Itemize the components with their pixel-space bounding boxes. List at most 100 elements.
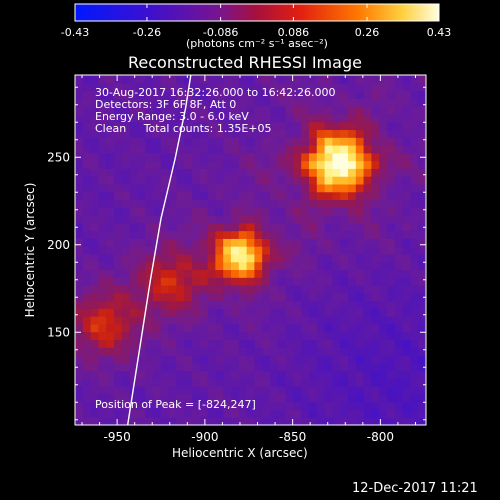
heatmap-cell [145, 90, 154, 99]
heatmap-cell [192, 370, 201, 379]
heatmap-cell [363, 401, 372, 411]
heatmap-cell [223, 121, 232, 131]
heatmap-cell [145, 168, 154, 177]
heatmap-cell [90, 222, 99, 232]
heatmap-cell [137, 316, 146, 325]
heatmap-cell [254, 222, 263, 232]
plot-frame [74, 74, 427, 426]
heatmap-cell [340, 246, 349, 255]
heatmap-cell [121, 261, 131, 271]
heatmap-cell [246, 316, 255, 325]
heatmap-cell [160, 90, 170, 99]
heatmap-cell [293, 401, 302, 411]
heatmap-cell [316, 145, 326, 154]
heatmap-cell [270, 355, 279, 364]
heatmap-cell [402, 355, 411, 364]
heatmap-cell [176, 106, 185, 115]
heatmap-cell [316, 106, 326, 115]
heatmap-cell [137, 160, 146, 169]
heatmap-cell [410, 347, 419, 356]
heatmap-cell [309, 137, 318, 146]
heatmap-cell [145, 137, 154, 146]
heatmap-cell [285, 230, 294, 239]
heatmap-cell [176, 253, 185, 263]
heatmap-cell [199, 152, 209, 162]
heatmap-cell [332, 82, 341, 92]
heatmap-cell [363, 277, 372, 286]
heatmap-cell [418, 129, 426, 138]
heatmap-cell [215, 355, 224, 364]
heatmap-cell [316, 277, 326, 286]
heatmap-cell [192, 316, 201, 325]
heatmap-cell [106, 82, 115, 92]
heatmap-cell [270, 277, 279, 286]
heatmap-cell [192, 323, 201, 333]
heatmap-cell [215, 215, 224, 224]
heatmap-cell [340, 121, 349, 131]
heatmap-cell [332, 98, 341, 107]
heatmap-cell [238, 90, 248, 99]
heatmap-cell [223, 183, 232, 193]
heatmap-cell [184, 176, 193, 185]
heatmap-cell [371, 183, 380, 193]
heatmap-cell [324, 207, 333, 216]
heatmap-cell [106, 261, 115, 271]
heatmap-cell [355, 152, 365, 162]
heatmap-cell [387, 417, 396, 425]
heatmap-cell [301, 129, 310, 138]
heatmap-cell [402, 316, 411, 325]
heatmap-cell [145, 230, 154, 239]
heatmap-cell [254, 191, 263, 201]
heatmap-cell [355, 370, 365, 379]
heatmap-cell [75, 113, 84, 123]
heatmap-cell [410, 393, 419, 403]
heatmap-cell [254, 300, 263, 309]
heatmap-cell [379, 191, 388, 201]
x-tick-label: -950 [104, 430, 131, 444]
heatmap-cell [246, 82, 255, 92]
heatmap-cell [176, 409, 185, 418]
heatmap-cell [316, 378, 326, 387]
heatmap-cell [199, 168, 209, 177]
heatmap-cell [90, 339, 99, 348]
heatmap-cell [262, 300, 271, 309]
heatmap-cell [82, 183, 92, 193]
heatmap-cell [379, 261, 388, 271]
heatmap-cell [215, 277, 224, 286]
heatmap-cell [332, 362, 341, 372]
heatmap-cell [348, 347, 357, 356]
heatmap-cell [262, 378, 271, 387]
heatmap-cell [231, 393, 240, 403]
footer-timestamp: 12-Dec-2017 11:21 [352, 481, 478, 496]
heatmap-cell [402, 113, 411, 123]
heatmap-cell [379, 378, 388, 387]
heatmap-cell [277, 75, 287, 84]
heatmap-cell [379, 409, 388, 418]
heatmap-cell [98, 401, 107, 411]
heatmap-cell [238, 106, 248, 115]
heatmap-cell [348, 98, 357, 107]
heatmap-cell [410, 160, 419, 169]
colorbar-tick-label: -0.086 [203, 26, 238, 39]
heatmap-cell [231, 106, 240, 115]
heatmap-cell [168, 106, 177, 115]
heatmap-cell [238, 113, 248, 123]
heatmap-cell [316, 253, 326, 263]
heatmap-cell [316, 370, 326, 379]
heatmap-cell [90, 90, 99, 99]
heatmap-cell [418, 393, 426, 403]
heatmap-cell [387, 386, 396, 395]
heatmap-cell [82, 285, 92, 294]
heatmap-cell [332, 176, 341, 185]
heatmap-cell [215, 98, 224, 107]
heatmap-cell [410, 238, 419, 247]
heatmap-cell [106, 378, 115, 387]
heatmap-cell [129, 129, 138, 138]
heatmap-cell [379, 207, 388, 216]
heatmap-cell [355, 347, 365, 356]
heatmap-cell [285, 362, 294, 372]
heatmap-cell [137, 113, 146, 123]
heatmap-cell [192, 292, 201, 302]
heatmap-cell [254, 323, 263, 333]
heatmap-cell [324, 222, 333, 232]
